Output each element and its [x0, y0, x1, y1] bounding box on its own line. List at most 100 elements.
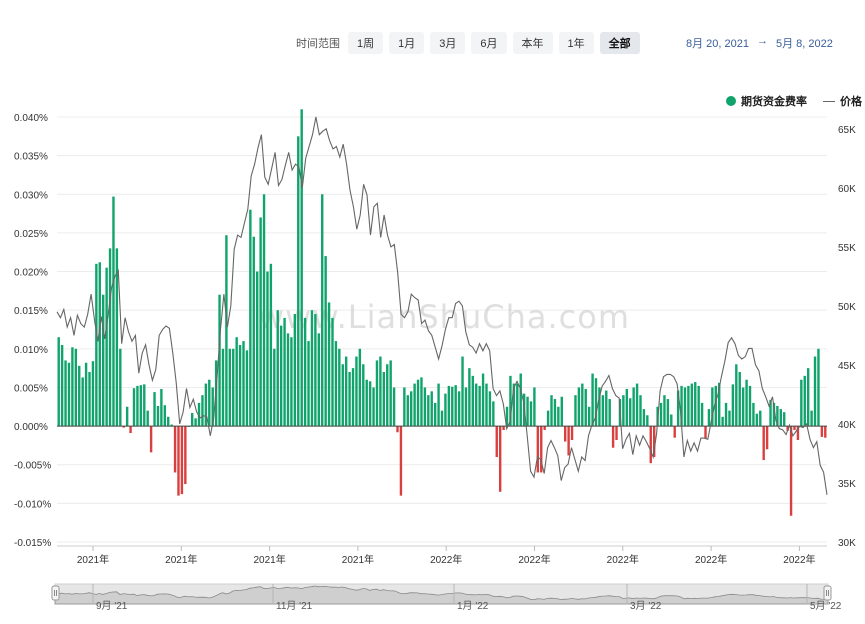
- funding-bar: [577, 387, 581, 427]
- funding-bar: [776, 406, 779, 427]
- funding-bar: [444, 393, 447, 427]
- y-left-tick-label: -0.015%: [14, 538, 51, 549]
- legend-funding-label[interactable]: 期货资金费率: [741, 96, 807, 108]
- funding-bar: [197, 402, 201, 427]
- funding-bar: [598, 387, 601, 427]
- y-left-tick-label: 0.010%: [14, 345, 48, 356]
- funding-bar: [310, 310, 314, 427]
- funding-bar: [119, 348, 122, 427]
- funding-bar: [605, 390, 608, 427]
- y-left-tick-label: 0.020%: [14, 268, 48, 279]
- funding-bar: [108, 248, 112, 427]
- funding-bar: [64, 360, 67, 427]
- funding-bar: [451, 386, 454, 427]
- funding-bar: [461, 356, 464, 427]
- funding-bar: [410, 391, 413, 427]
- range-button-1w[interactable]: 1周: [348, 32, 384, 54]
- funding-bar: [242, 341, 245, 427]
- y-right-tick-label: 45K: [838, 361, 856, 372]
- chart-legend: 期货资金费率 价格: [726, 93, 862, 109]
- funding-bar: [584, 389, 587, 427]
- range-button-6m[interactable]: 6月: [471, 32, 507, 54]
- funding-bar: [413, 383, 416, 427]
- funding-bar: [608, 399, 611, 427]
- funding-bar: [307, 341, 310, 427]
- funding-bar: [471, 375, 474, 427]
- funding-bar: [238, 344, 242, 427]
- funding-bar: [587, 406, 591, 427]
- funding-bar: [177, 426, 180, 496]
- funding-bar: [765, 426, 769, 450]
- funding-bar: [74, 348, 78, 427]
- funding-bar: [184, 426, 187, 485]
- funding-bar: [632, 387, 635, 427]
- range-button-3m[interactable]: 3月: [430, 32, 466, 54]
- funding-bar: [711, 387, 714, 427]
- funding-bar: [813, 356, 817, 427]
- funding-bar: [793, 426, 796, 430]
- funding-bar: [341, 364, 344, 427]
- funding-bar: [786, 426, 789, 431]
- funding-bar: [557, 406, 560, 427]
- funding-bar: [98, 262, 101, 427]
- funding-bar: [789, 426, 793, 516]
- funding-bar: [348, 372, 351, 427]
- navigator-right-handle[interactable]: [823, 585, 832, 601]
- range-button-ytd[interactable]: 本年: [512, 32, 553, 54]
- funding-bar: [652, 426, 656, 457]
- funding-bar: [806, 368, 810, 427]
- navigator-label: 1月 '22: [457, 600, 489, 612]
- funding-bar: [95, 263, 98, 427]
- legend-price-label[interactable]: 价格: [840, 96, 862, 108]
- funding-bar: [372, 387, 375, 427]
- funding-bar: [738, 372, 741, 427]
- funding-bar: [800, 379, 803, 427]
- funding-bar: [526, 396, 529, 427]
- funding-bar: [122, 426, 125, 428]
- funding-bar: [437, 383, 440, 427]
- funding-bar: [334, 341, 338, 427]
- funding-bar: [570, 426, 574, 440]
- navigator-label: 11月 '21: [276, 600, 313, 612]
- funding-bar: [279, 325, 283, 427]
- funding-bar: [427, 395, 430, 427]
- funding-bar: [553, 399, 557, 427]
- funding-bar: [752, 402, 755, 427]
- funding-bar: [687, 385, 690, 427]
- y-right-tick-label: 35K: [838, 479, 856, 490]
- funding-bar: [146, 410, 149, 427]
- funding-bar: [683, 387, 687, 427]
- funding-bar: [368, 381, 372, 427]
- range-button-1y[interactable]: 1年: [558, 32, 594, 54]
- x-tick-label: 2021年: [165, 553, 197, 566]
- funding-bar: [498, 426, 502, 492]
- navigator-left-handle[interactable]: [51, 585, 60, 601]
- date-range-end[interactable]: 5月 8, 2022: [776, 38, 833, 50]
- funding-bar: [60, 344, 64, 427]
- funding-bar: [105, 267, 108, 427]
- y-left-tick-label: 0.030%: [14, 190, 48, 201]
- funding-bar: [755, 413, 759, 427]
- funding-bar: [321, 194, 324, 427]
- y-right-tick-label: 60K: [838, 184, 856, 195]
- range-button-all[interactable]: 全部: [599, 32, 640, 54]
- range-button-1m[interactable]: 1月: [389, 32, 425, 54]
- funding-bar: [204, 383, 208, 427]
- funding-bar: [666, 399, 670, 427]
- funding-bar: [232, 348, 235, 427]
- funding-bar: [256, 271, 259, 427]
- funding-bar: [704, 426, 707, 439]
- funding-bar: [283, 317, 286, 427]
- x-tick-label: 2022年: [695, 553, 727, 566]
- date-range-start[interactable]: 8月 20, 2021: [686, 38, 749, 50]
- funding-bar: [221, 348, 225, 427]
- funding-bar: [327, 302, 331, 427]
- funding-bar: [690, 383, 694, 427]
- funding-bar: [591, 373, 594, 427]
- x-tick-label: 2021年: [77, 553, 109, 566]
- funding-bar: [399, 426, 403, 496]
- funding-bar: [509, 375, 512, 427]
- funding-bar: [102, 294, 105, 427]
- funding-bar: [745, 379, 748, 427]
- funding-bar: [344, 356, 348, 427]
